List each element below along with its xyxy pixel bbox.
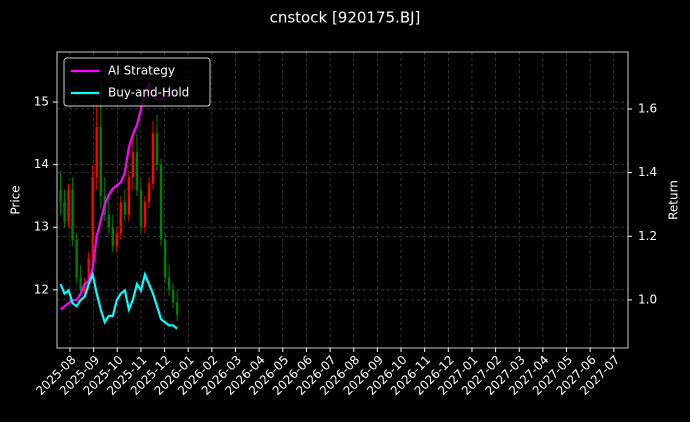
line-series [59,270,178,330]
y2-tick-label: 1.6 [638,101,657,115]
candle-body [151,133,155,184]
candle-body [107,214,110,228]
candle-body [175,302,179,315]
y-tick-label: 13 [34,220,49,234]
candle-body [155,133,159,165]
candle-body [99,127,102,196]
y-tick-label: 12 [34,282,49,296]
legend: AI Strategy Buy-and-Hold [63,57,211,107]
y-tick-label: 15 [34,95,49,109]
candle-body [115,233,119,246]
candle-body [143,202,147,228]
legend-label: Buy-and-Hold [108,86,189,100]
legend-box [63,57,211,107]
candle-body [71,189,74,240]
candle-body [63,202,66,221]
candle-body [67,189,70,221]
candle-body [171,289,175,303]
candle-body [139,189,143,228]
y-tick-label: 14 [34,157,49,171]
plot-frame [56,51,629,349]
y-axis-label: Price [9,185,23,214]
candle-body [163,239,167,278]
candle-body [135,152,139,190]
candle-body [123,202,127,215]
candle-body [111,227,115,246]
candle-body [59,189,62,203]
candle-body [147,183,151,203]
candle-body [131,152,135,178]
candle-body [119,202,123,234]
candle-body [75,239,78,278]
candle-body [167,277,171,290]
legend-label: AI Strategy [108,64,175,78]
y2-tick-label: 1.0 [638,292,657,306]
chart-title: cnstock [920175.BJ] [270,9,421,27]
candle-body [91,177,94,259]
candle-body [79,277,82,290]
candle-body [87,258,90,284]
candle-body [127,177,131,215]
candle-body [159,164,163,240]
candle-body [95,127,98,178]
y2-axis-label: Return [667,180,681,220]
y2-tick-label: 1.2 [638,229,657,243]
y2-tick-label: 1.4 [638,165,657,179]
